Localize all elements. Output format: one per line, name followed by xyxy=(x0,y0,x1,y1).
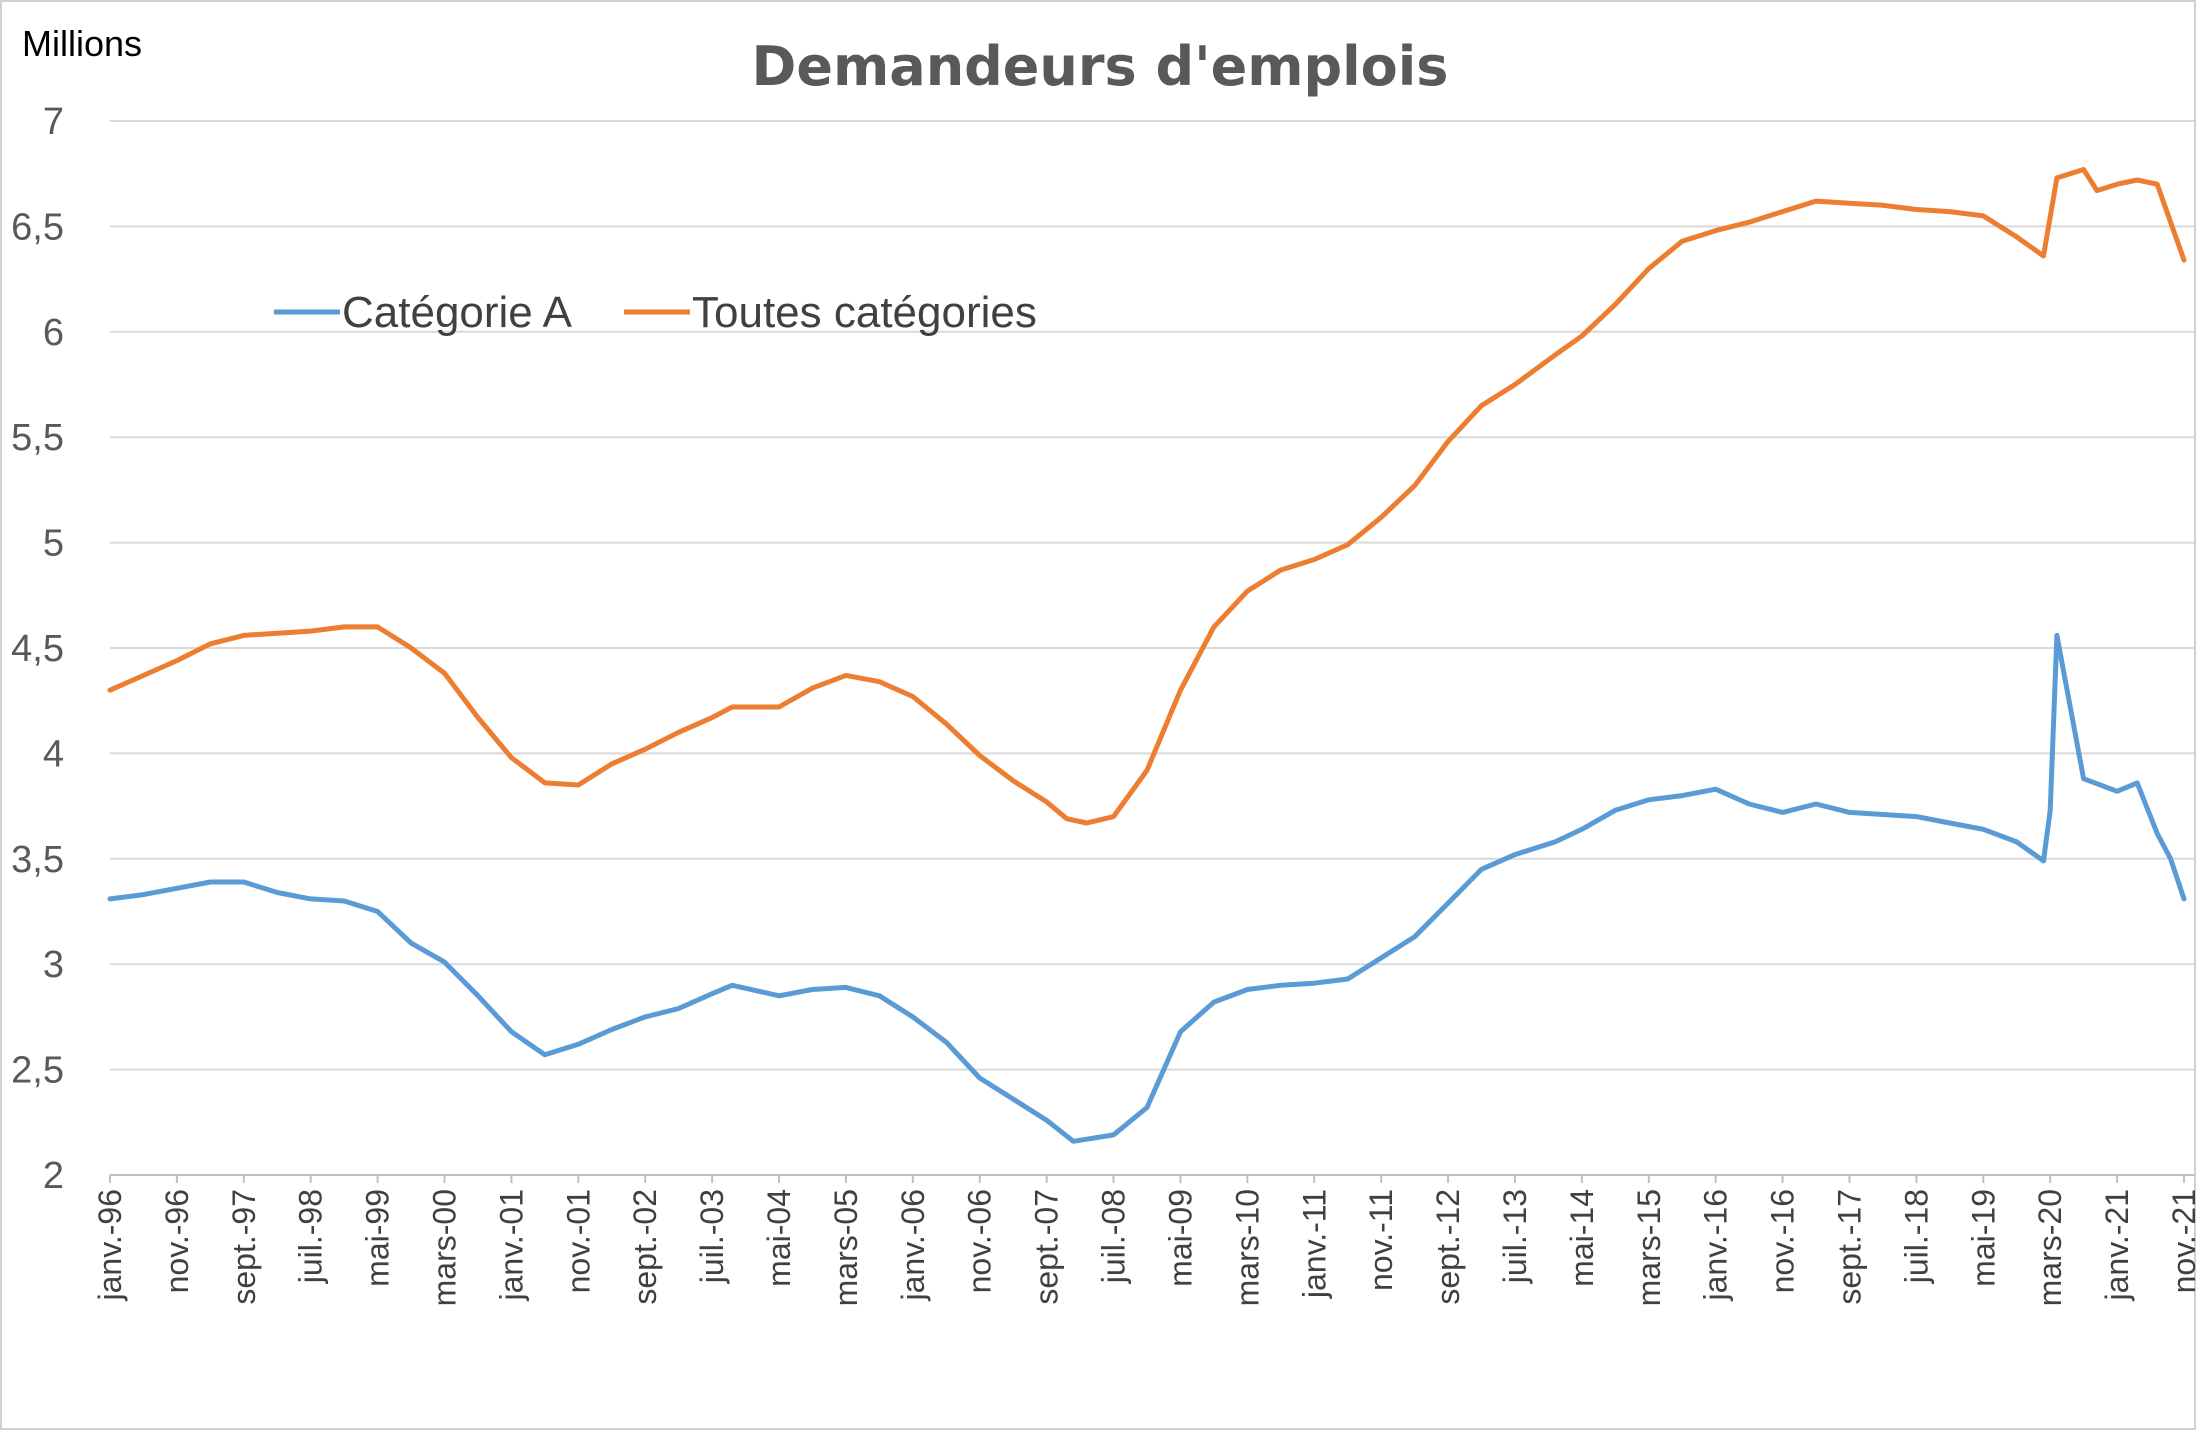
y-tick-label: 4 xyxy=(43,733,64,775)
x-tick-label: nov.-06 xyxy=(962,1189,998,1293)
legend-label-toutes-categories: Toutes catégories xyxy=(692,288,1037,337)
gridlines xyxy=(110,120,2194,1071)
x-tick-label: sept.-07 xyxy=(1029,1189,1065,1305)
x-tick-label: nov.-01 xyxy=(560,1189,596,1293)
series-lines xyxy=(107,167,2187,1144)
x-tick-label: janv.-21 xyxy=(2099,1189,2135,1301)
y-tick-label: 4,5 xyxy=(11,628,64,670)
x-tick-label: sept.-02 xyxy=(627,1189,663,1305)
x-tick-label: janv.-11 xyxy=(1296,1189,1332,1299)
x-tick-label: mars-05 xyxy=(828,1189,864,1306)
x-tick-label: nov.-96 xyxy=(159,1189,195,1293)
series-line-toutes-categories xyxy=(107,167,2187,826)
x-tick-label: janv.-06 xyxy=(895,1189,931,1301)
x-tick-label: nov.-11 xyxy=(1363,1189,1399,1291)
legend: Catégorie A Toutes catégories xyxy=(274,288,1037,337)
x-tick-label: mars-15 xyxy=(1631,1189,1667,1306)
x-tick-label: sept.-17 xyxy=(1831,1189,1867,1305)
series-line-categorie-a xyxy=(107,632,2187,1144)
x-tick-label: janv.-01 xyxy=(493,1189,529,1301)
legend-label-categorie-a: Catégorie A xyxy=(342,288,573,337)
y-tick-label: 6,5 xyxy=(11,206,64,248)
x-tick-label: juil.-13 xyxy=(1497,1189,1533,1284)
y-unit-label: Millions xyxy=(22,23,142,64)
y-tick-label: 6 xyxy=(43,312,64,354)
x-tick-label: mai-14 xyxy=(1564,1189,1600,1287)
y-tick-label: 5 xyxy=(43,523,64,565)
x-tick-label: sept.-12 xyxy=(1430,1189,1466,1305)
y-tick-label: 7 xyxy=(43,101,64,143)
y-tick-label: 5,5 xyxy=(11,417,64,459)
x-tick-label: janv.-16 xyxy=(1698,1189,1734,1301)
y-tick-label: 3 xyxy=(43,944,64,986)
x-tick-label: juil.-08 xyxy=(1096,1189,1132,1284)
x-tick-label: mars-10 xyxy=(1229,1189,1265,1306)
x-tick-label: mai-19 xyxy=(1965,1189,2001,1287)
chart-title: Demandeurs d'emplois xyxy=(752,35,1449,98)
x-tick-label: nov.-21 xyxy=(2166,1189,2200,1293)
x-tick-label: mai-99 xyxy=(360,1189,396,1287)
x-tick-label: juil.-18 xyxy=(1898,1189,1934,1284)
y-tick-label: 2 xyxy=(43,1155,64,1197)
x-axis: janv.-96 nov.-96 sept.-97 juil.-98 mai-99 mar… xyxy=(92,1174,2200,1306)
x-tick-label: mai-09 xyxy=(1162,1189,1198,1287)
x-tick-label: juil.-03 xyxy=(694,1189,730,1284)
x-tick-label: nov.-16 xyxy=(1765,1189,1801,1293)
x-tick-label: juil.-98 xyxy=(293,1189,329,1284)
y-tick-label: 3,5 xyxy=(11,839,64,881)
y-tick-label: 2,5 xyxy=(11,1050,64,1092)
x-tick-label: mars-00 xyxy=(427,1189,463,1306)
x-tick-label: sept.-97 xyxy=(226,1189,262,1305)
x-tick-label: mars-20 xyxy=(2032,1189,2068,1306)
x-tick-label: janv.-96 xyxy=(92,1189,128,1301)
y-axis: 2 2,5 3 3,5 4 4,5 5 5,5 6 6,5 7 xyxy=(11,101,64,1197)
x-tick-label: mai-04 xyxy=(761,1189,797,1287)
